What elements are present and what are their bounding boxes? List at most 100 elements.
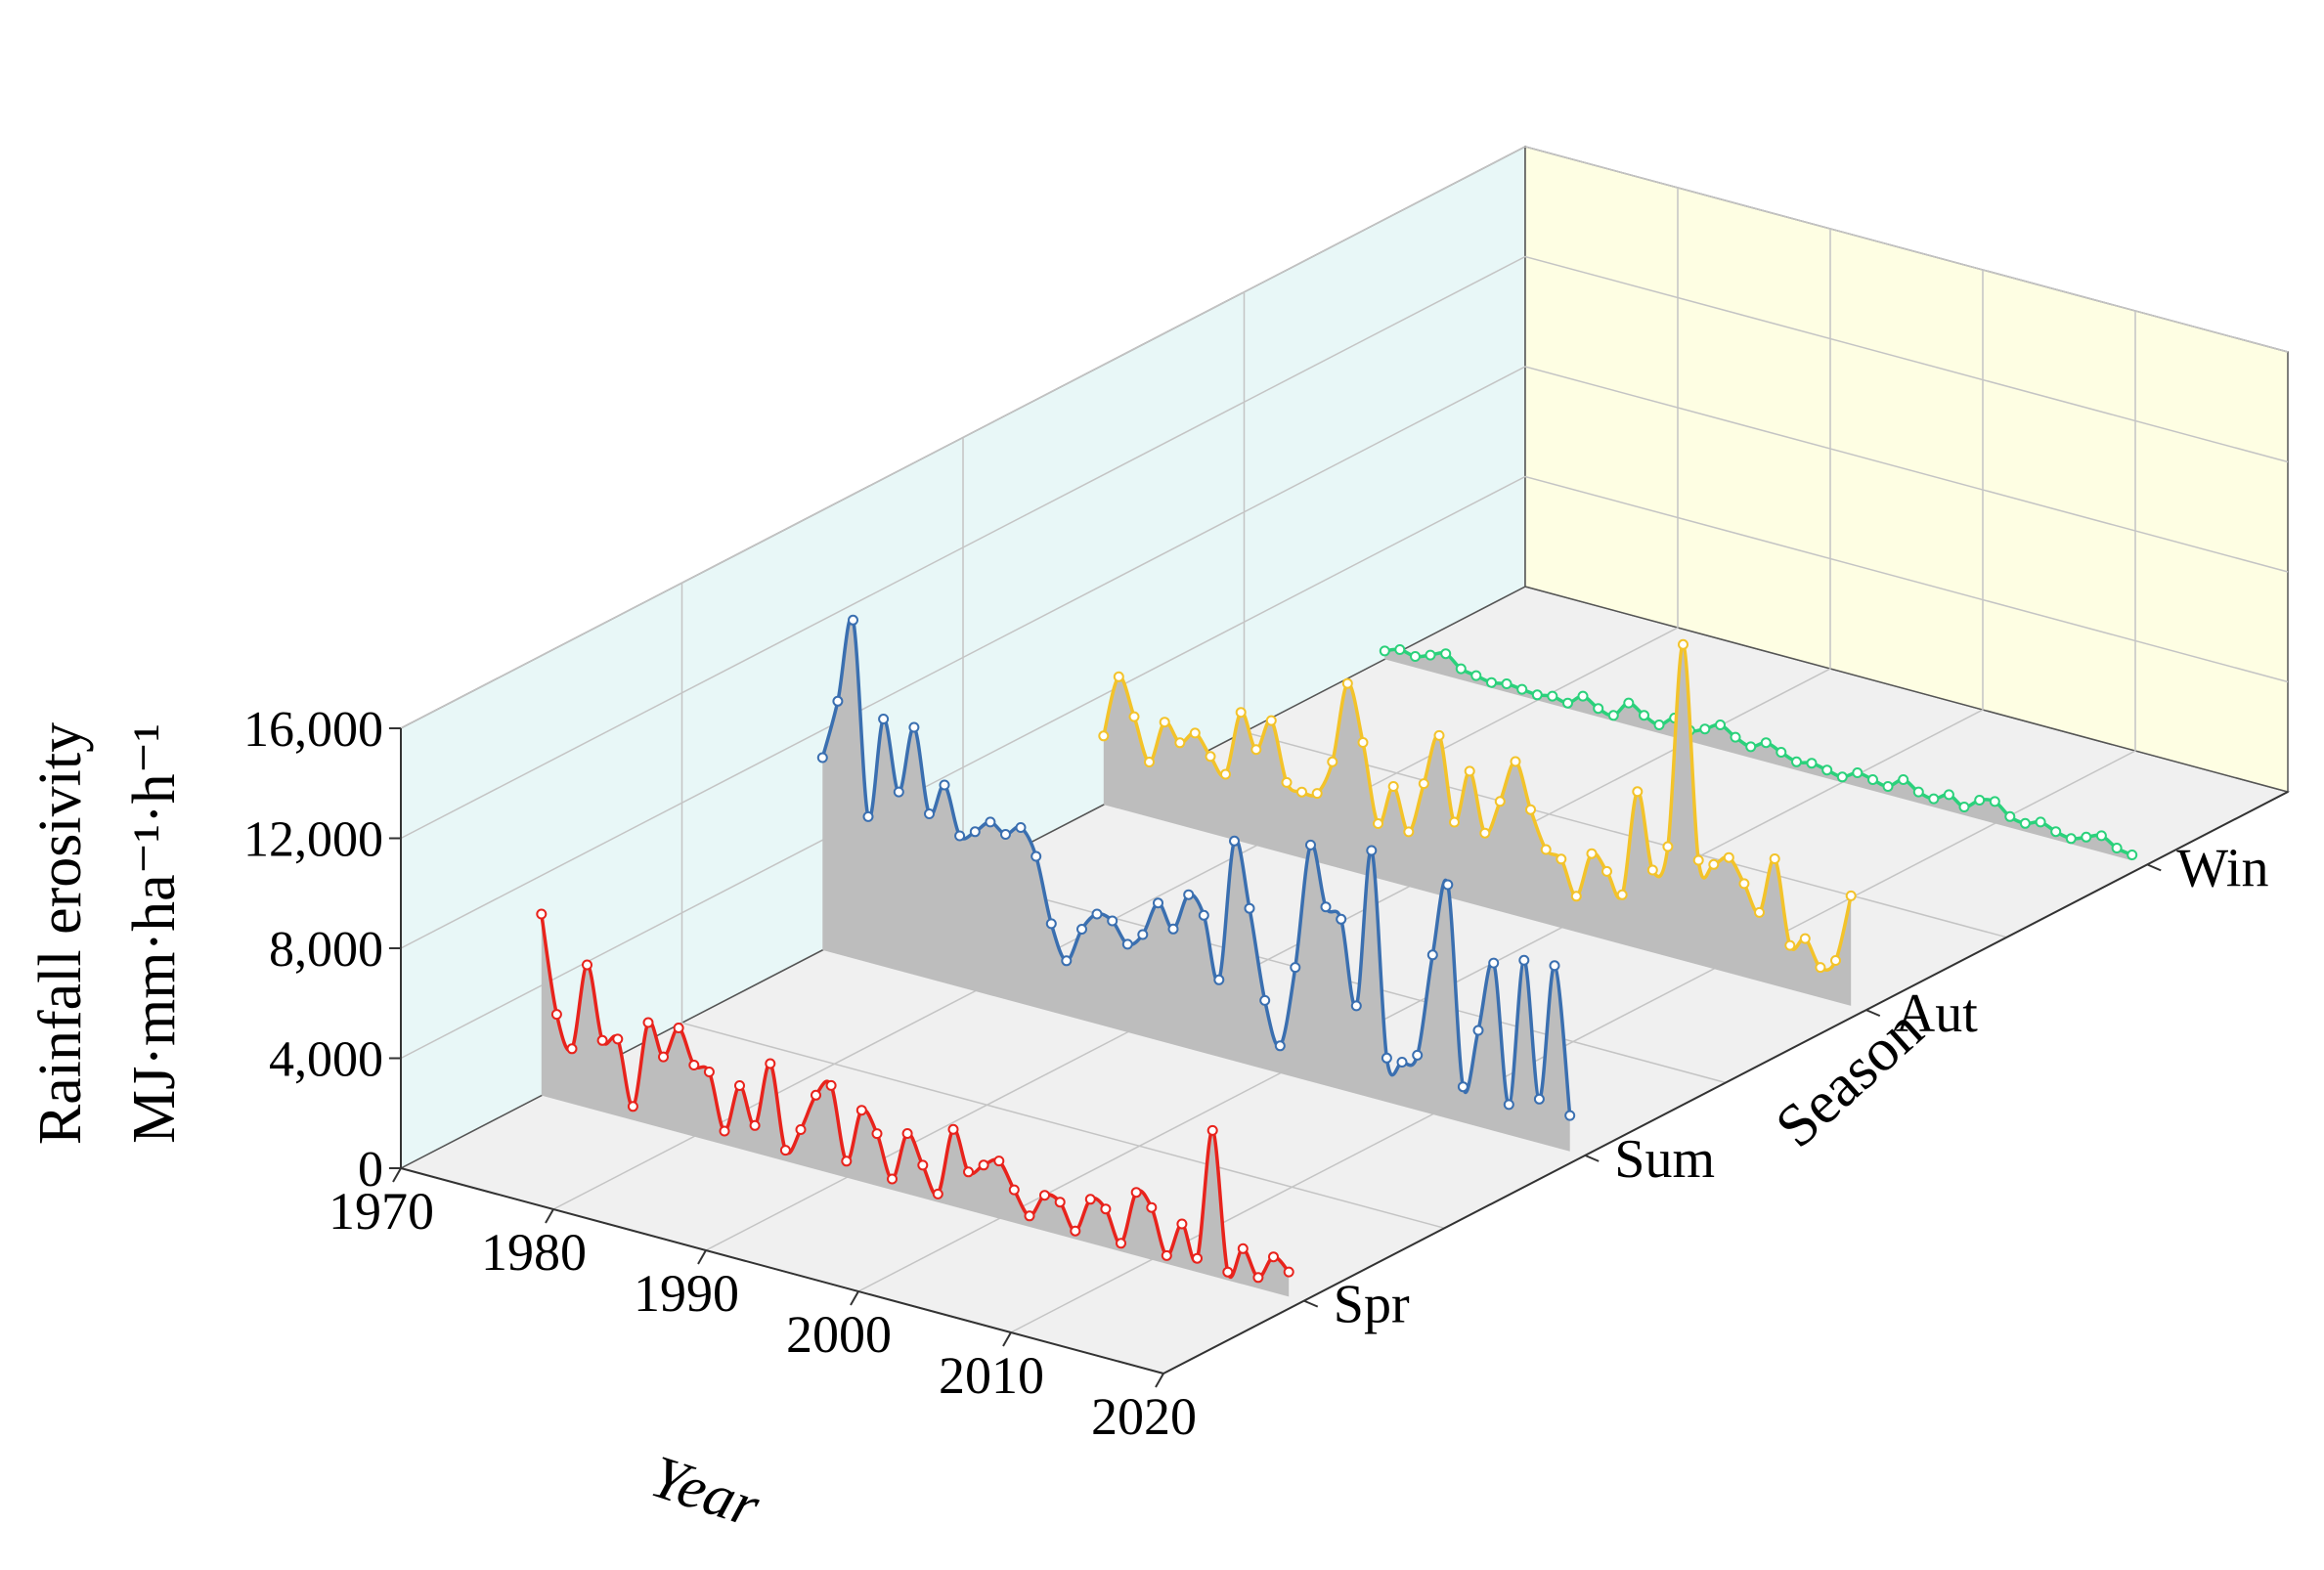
data-point	[566, 1043, 578, 1055]
data-point	[878, 714, 890, 724]
data-point	[1699, 723, 1711, 735]
data-point	[1274, 1040, 1286, 1052]
year-gridline	[1010, 311, 2136, 1333]
area-fill	[1103, 644, 1852, 1006]
data-point	[1350, 1000, 1362, 1012]
y-tick-label: 0	[358, 1142, 383, 1198]
data-point	[1556, 853, 1567, 865]
x-tick-label: 1970	[329, 1182, 434, 1241]
year-gridline	[857, 270, 1984, 1292]
data-point	[816, 752, 828, 763]
data-point	[1745, 741, 1757, 753]
data-point	[1623, 697, 1635, 709]
data-point	[703, 1067, 715, 1077]
season-axis-line	[1162, 791, 2289, 1374]
data-point	[1396, 1057, 1408, 1068]
y-axis-unit: MJ·mm·ha⁻¹·h⁻¹	[121, 723, 188, 1144]
data-point	[1974, 795, 1986, 806]
data-point	[1252, 1272, 1264, 1284]
data-point	[1305, 839, 1316, 850]
data-point	[1632, 786, 1644, 798]
data-point	[1882, 781, 1894, 792]
season-tick-mark	[2146, 863, 2162, 872]
data-point	[1715, 720, 1726, 730]
data-point	[1107, 915, 1118, 927]
data-point	[1639, 710, 1649, 721]
data-point	[1268, 1251, 1279, 1263]
data-point	[832, 695, 844, 707]
data-point	[1130, 1187, 1142, 1199]
data-point	[908, 721, 920, 733]
data-point	[1205, 751, 1216, 763]
data-point	[627, 1101, 638, 1112]
data-point	[963, 1166, 974, 1178]
data-point	[1418, 778, 1429, 790]
data-point	[1192, 1252, 1203, 1264]
data-point	[1570, 891, 1582, 902]
data-point	[1525, 804, 1536, 815]
data-point	[947, 1123, 959, 1135]
data-point	[1738, 878, 1750, 890]
data-point	[1213, 974, 1225, 985]
data-point	[1030, 850, 1042, 862]
data-point	[1653, 720, 1665, 730]
data-point	[871, 1128, 883, 1140]
data-point	[1281, 776, 1293, 788]
data-point	[1547, 690, 1558, 702]
data-point	[2127, 850, 2138, 860]
data-point	[1488, 957, 1500, 969]
data-point	[1730, 731, 1741, 743]
x-tick-mark	[850, 1290, 859, 1306]
data-point	[688, 1060, 700, 1070]
data-point	[1601, 865, 1612, 877]
data-point	[749, 1119, 761, 1131]
data-point	[1100, 1203, 1112, 1215]
data-point	[1607, 710, 1619, 721]
y-tick-label: 16,000	[243, 702, 383, 758]
series-spr	[536, 908, 1294, 1297]
data-point	[1327, 756, 1338, 767]
data-point	[2111, 843, 2123, 853]
data-point	[1503, 1099, 1514, 1111]
year-gridline	[552, 188, 1679, 1210]
data-point	[1692, 854, 1704, 866]
data-point	[1265, 715, 1277, 726]
data-point	[1830, 955, 1841, 966]
data-point	[673, 1023, 684, 1033]
x-axis-line	[400, 1167, 1164, 1374]
data-point	[1449, 816, 1460, 828]
data-point	[1054, 1197, 1066, 1208]
data-point	[825, 1079, 837, 1091]
data-point	[969, 826, 981, 838]
data-point	[1577, 690, 1589, 702]
series-aut	[1098, 638, 1857, 1006]
data-point	[1235, 707, 1247, 719]
data-point	[1784, 939, 1796, 951]
data-point	[1250, 744, 1262, 756]
data-point	[1116, 1238, 1126, 1249]
data-point	[1989, 796, 2000, 807]
series-win	[1379, 644, 2138, 861]
data-point	[1176, 1218, 1188, 1230]
data-point	[932, 1188, 943, 1199]
data-point	[1799, 933, 1811, 944]
data-point	[1943, 789, 1954, 801]
data-point	[1357, 737, 1369, 748]
data-point	[1723, 851, 1734, 863]
data-point	[811, 1089, 821, 1101]
data-point	[795, 1124, 807, 1135]
x-tick-label: 2000	[786, 1305, 892, 1364]
data-point	[1662, 841, 1674, 852]
data-point	[1113, 671, 1124, 682]
data-point	[1144, 757, 1155, 767]
data-point	[1259, 994, 1271, 1006]
data-point	[1198, 909, 1209, 921]
data-point	[1015, 822, 1027, 833]
data-point	[1510, 756, 1521, 767]
data-point	[1387, 781, 1399, 792]
data-point	[1189, 727, 1201, 739]
value-gridline	[400, 255, 2289, 840]
data-point	[1593, 703, 1604, 715]
data-point	[2065, 833, 2077, 845]
